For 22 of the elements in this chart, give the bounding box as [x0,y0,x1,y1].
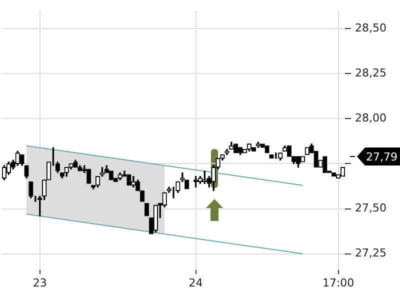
x-tick-label: 23 [32,276,47,290]
candlestick [286,145,292,157]
x-tick-label: 17:00 [322,276,354,290]
candlestick [86,168,92,184]
candlestick [269,154,274,159]
candlestick [126,174,132,186]
candlestick [322,156,328,174]
y-tick-label: 28,00 [355,112,386,125]
candlestick [304,147,310,156]
x-tick-label: 24 [188,276,203,290]
y-tick-label: 27,50 [355,202,386,215]
candlestick [144,203,150,216]
candlestick [234,144,238,154]
y-tick-label: 27,25 [355,246,386,260]
candlestick [108,170,114,180]
y-tick-label: 28,25 [355,66,386,80]
ref-line-label: 27,79 [366,150,398,164]
candlestick [264,145,270,154]
candlestick [340,166,345,177]
y-tick-label: 28,50 [355,21,386,34]
candlestick [184,180,190,190]
candlestick [300,156,306,162]
